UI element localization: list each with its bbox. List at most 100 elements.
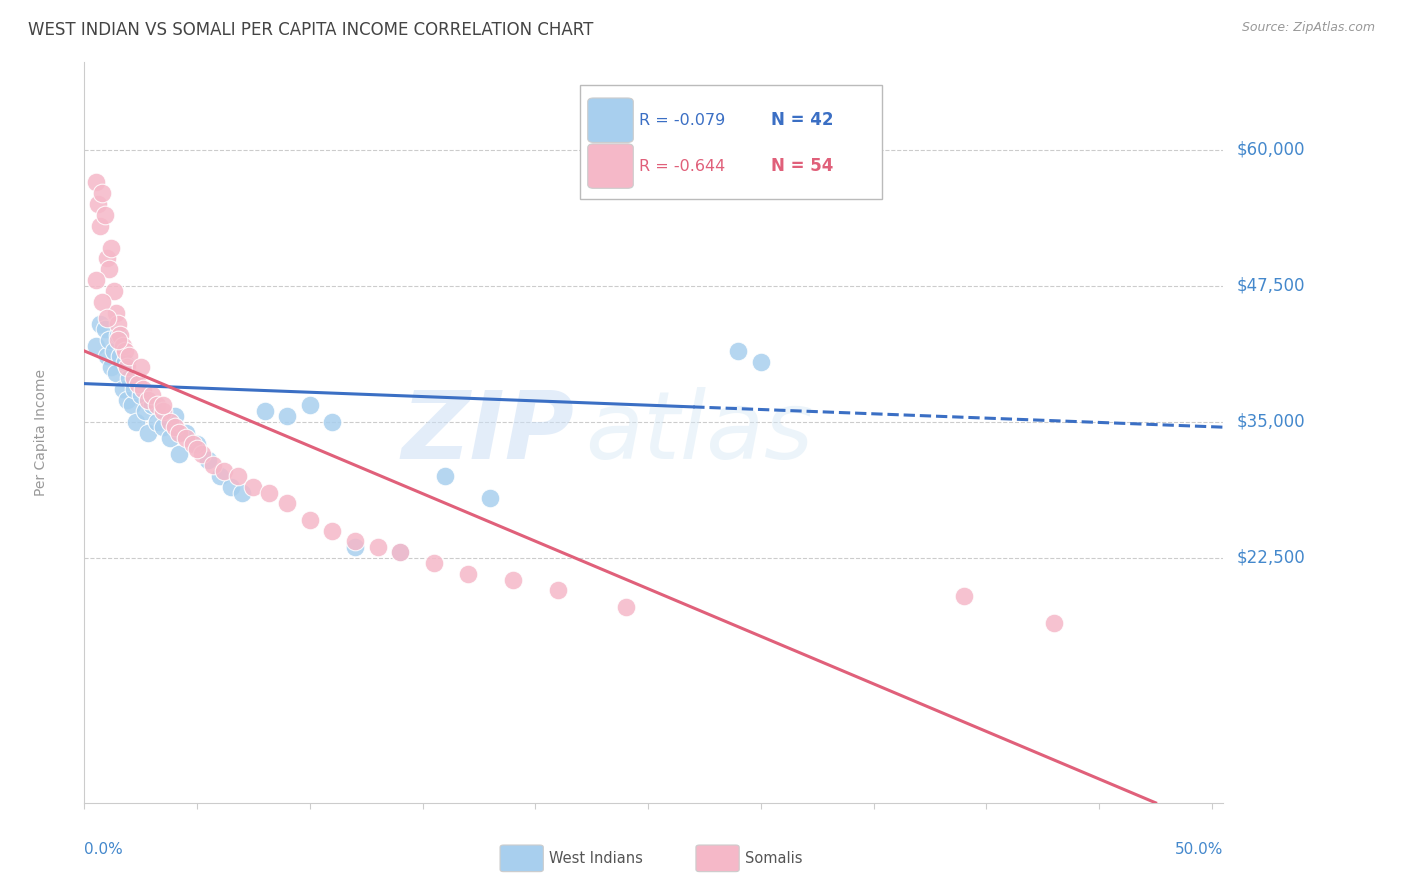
Point xyxy=(110,327,132,342)
Point xyxy=(122,382,145,396)
FancyBboxPatch shape xyxy=(579,85,882,200)
Point xyxy=(174,431,197,445)
Text: R = -0.644: R = -0.644 xyxy=(638,159,725,174)
Point xyxy=(181,436,204,450)
Point xyxy=(96,252,118,266)
Point xyxy=(107,333,129,347)
Point xyxy=(201,458,224,473)
FancyBboxPatch shape xyxy=(501,845,543,871)
Point xyxy=(321,524,343,538)
Point xyxy=(100,240,122,255)
Point xyxy=(104,306,127,320)
Point xyxy=(91,295,114,310)
Point xyxy=(152,404,174,418)
Point xyxy=(107,327,129,342)
Point xyxy=(134,404,156,418)
Point xyxy=(111,382,134,396)
Point xyxy=(107,317,129,331)
Point xyxy=(122,371,145,385)
Point xyxy=(115,392,138,407)
Point xyxy=(343,534,366,549)
Point xyxy=(614,599,637,614)
Point xyxy=(118,371,141,385)
Point xyxy=(129,387,152,401)
Text: N = 42: N = 42 xyxy=(770,112,834,129)
Point xyxy=(389,545,412,559)
Point xyxy=(152,398,174,412)
Point xyxy=(343,540,366,554)
Point xyxy=(136,392,159,407)
Point xyxy=(253,404,276,418)
Point xyxy=(89,317,111,331)
Point xyxy=(93,322,115,336)
Point xyxy=(502,573,524,587)
Point xyxy=(226,469,249,483)
Point xyxy=(190,447,212,461)
Point xyxy=(98,333,121,347)
Point xyxy=(298,398,321,412)
Point xyxy=(242,480,264,494)
Point xyxy=(136,425,159,440)
Point xyxy=(367,540,389,554)
Text: $22,500: $22,500 xyxy=(1237,549,1306,566)
Point xyxy=(152,420,174,434)
Text: R = -0.079: R = -0.079 xyxy=(638,112,725,128)
Point xyxy=(100,360,122,375)
Point xyxy=(96,350,118,364)
Point xyxy=(84,175,107,189)
Point xyxy=(132,382,155,396)
Point xyxy=(953,589,976,603)
Point xyxy=(141,398,163,412)
Point xyxy=(276,409,298,424)
Point xyxy=(84,338,107,352)
Point xyxy=(115,360,138,375)
Text: 0.0%: 0.0% xyxy=(84,842,124,856)
Point xyxy=(141,387,163,401)
Text: atlas: atlas xyxy=(585,387,814,478)
Point xyxy=(321,415,343,429)
Point xyxy=(298,513,321,527)
FancyBboxPatch shape xyxy=(696,845,740,871)
Text: $35,000: $35,000 xyxy=(1237,413,1306,431)
Point xyxy=(110,350,132,364)
Text: West Indians: West Indians xyxy=(548,851,643,866)
Point xyxy=(276,496,298,510)
Point xyxy=(159,431,181,445)
Point xyxy=(145,398,167,412)
Point xyxy=(114,355,136,369)
Point xyxy=(174,425,197,440)
FancyBboxPatch shape xyxy=(588,98,633,143)
Text: $60,000: $60,000 xyxy=(1237,141,1306,159)
Point xyxy=(114,343,136,358)
Point xyxy=(93,208,115,222)
Point xyxy=(197,453,219,467)
Text: Per Capita Income: Per Capita Income xyxy=(34,369,48,496)
FancyBboxPatch shape xyxy=(588,144,633,188)
Point xyxy=(159,415,181,429)
Point xyxy=(103,343,125,358)
Point xyxy=(84,273,107,287)
Point xyxy=(186,442,208,456)
Point xyxy=(727,343,749,358)
Point xyxy=(89,219,111,233)
Point xyxy=(457,567,479,582)
Point xyxy=(91,186,114,200)
Text: Somalis: Somalis xyxy=(745,851,803,866)
Point xyxy=(127,376,149,391)
Point xyxy=(163,420,186,434)
Point xyxy=(98,262,121,277)
Point xyxy=(479,491,502,505)
Point xyxy=(103,284,125,298)
Point xyxy=(121,398,143,412)
Point xyxy=(547,583,569,598)
Point xyxy=(423,556,446,570)
Point xyxy=(1043,616,1066,631)
Point xyxy=(208,469,231,483)
Point xyxy=(118,350,141,364)
Text: WEST INDIAN VS SOMALI PER CAPITA INCOME CORRELATION CHART: WEST INDIAN VS SOMALI PER CAPITA INCOME … xyxy=(28,21,593,38)
Point xyxy=(163,409,186,424)
Point xyxy=(167,447,190,461)
Point xyxy=(389,545,412,559)
Point xyxy=(87,197,110,211)
Point xyxy=(259,485,281,500)
